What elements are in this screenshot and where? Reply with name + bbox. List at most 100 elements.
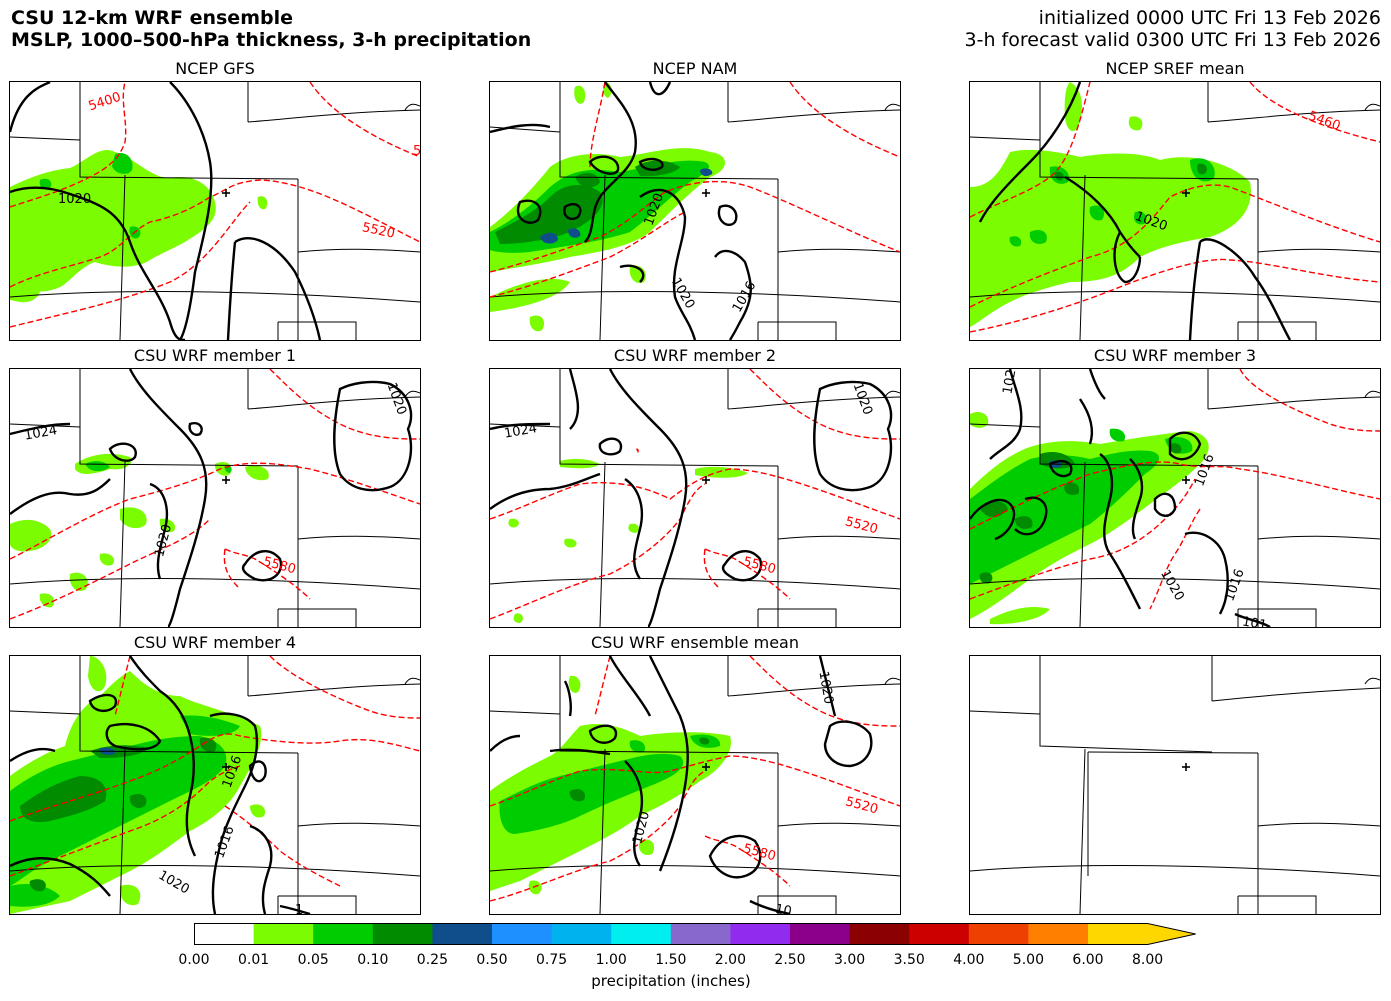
panel-title-ensemble-mean: CSU WRF ensemble mean <box>590 633 799 652</box>
map-panel-sref[interactable]: 1020 5460 <box>969 81 1381 341</box>
station-marker <box>702 763 710 771</box>
station-marker <box>702 189 710 197</box>
colorbar-tick-label: 0.00 <box>178 952 210 968</box>
colorbar-tick-label: 0.50 <box>476 952 508 968</box>
colorbar-segment <box>253 923 314 945</box>
thickness-contours <box>10 82 420 328</box>
panel-title-nam: NCEP NAM <box>652 59 738 78</box>
colorbar-tick-label: 0.05 <box>297 952 329 968</box>
colorbar-segment <box>1028 923 1089 945</box>
colorbar-tick-label: 2.00 <box>714 952 746 968</box>
isobars <box>10 82 322 340</box>
panel-title-member-1: CSU WRF member 1 <box>133 346 297 365</box>
colorbar-segment <box>372 923 433 945</box>
station-marker <box>1182 763 1190 771</box>
colorbar-tick-label: 0.10 <box>357 952 389 968</box>
colorbar-tick-label: 6.00 <box>1072 952 1104 968</box>
isobars <box>970 369 1271 627</box>
thickness-contours <box>10 369 420 620</box>
isobar-label: 1020 <box>668 275 698 311</box>
thickness-label: 5520 <box>844 794 880 817</box>
colorbar-tick-label: 3.50 <box>893 952 925 968</box>
isobars <box>978 82 1292 340</box>
valid-time: 3-h forecast valid 0300 UTC Fri 13 Feb 2… <box>964 29 1381 51</box>
isobars <box>10 369 413 627</box>
colorbar-outline <box>194 923 1196 945</box>
isobars <box>490 656 873 914</box>
thickness-contours <box>490 369 900 620</box>
isobars <box>490 369 893 627</box>
map-panel-member-2[interactable]: 1024 1020 5520 5580 <box>489 368 901 628</box>
panel-title-member-2: CSU WRF member 2 <box>613 346 777 365</box>
isobars <box>10 656 311 914</box>
panel-title-member-4: CSU WRF member 4 <box>133 633 297 652</box>
colorbar-segment <box>492 923 553 945</box>
thickness-label: 5460 <box>1306 109 1342 134</box>
precip-field <box>10 453 269 608</box>
isobar-label: 1016 <box>1222 567 1247 603</box>
init-time: initialized 0000 UTC Fri 13 Feb 2026 <box>1038 7 1381 29</box>
colorbar-segment <box>551 923 612 945</box>
colorbar-tick-label: 1.00 <box>595 952 627 968</box>
map-panel-blank[interactable] <box>969 655 1381 915</box>
precip-field <box>508 448 748 623</box>
isobar-label: 1020 <box>58 192 91 207</box>
state-borders <box>10 656 420 914</box>
isobar-label: 1 <box>295 903 303 914</box>
forecast-time-info: initialized 0000 UTC Fri 13 Feb 2026 3-h… <box>965 7 1381 51</box>
isobar-label: 1016 <box>730 279 760 315</box>
station-marker <box>1182 476 1190 484</box>
isobar-label: 1024 <box>503 421 538 442</box>
colorbar-segment <box>432 923 493 945</box>
colorbar-tick-label: 4.00 <box>953 952 985 968</box>
map-panel-ensemble-mean[interactable]: 1020 1020 10 5520 5580 <box>489 655 901 915</box>
isobar-label: 1020 <box>384 381 409 417</box>
isobar-label: 1020 <box>156 868 192 898</box>
isobar-label: 101 <box>1241 614 1268 627</box>
station-marker <box>702 476 710 484</box>
thickness-contours <box>490 82 900 298</box>
state-borders <box>10 369 420 627</box>
colorbar-segment <box>611 923 672 945</box>
panel-title-gfs: NCEP GFS <box>175 59 255 78</box>
colorbar-segment <box>849 923 910 945</box>
thickness-contours <box>490 656 900 902</box>
state-borders <box>490 656 900 914</box>
station-marker <box>222 476 230 484</box>
colorbar-tick-label: 8.00 <box>1132 952 1164 968</box>
colorbar-segment <box>730 923 791 945</box>
colorbar-tick-label: 3.00 <box>834 952 866 968</box>
isobar-label: 1016 <box>212 824 237 860</box>
state-borders <box>970 656 1380 914</box>
state-borders <box>490 82 900 340</box>
station-marker <box>1182 189 1190 197</box>
isobar-label: 1020 <box>152 523 175 559</box>
isobars <box>490 82 752 340</box>
isobar-label: 1020 <box>815 670 836 705</box>
precip-field <box>10 149 268 303</box>
isobar-label: 1024 <box>23 423 58 444</box>
precip-colorbar <box>194 923 1196 945</box>
thickness-label: 5400 <box>87 90 123 114</box>
thickness-contours <box>970 369 1380 610</box>
figure-title: CSU 12-km WRF ensemble MSLP, 1000–500-hP… <box>11 7 531 51</box>
colorbar-segment <box>670 923 731 945</box>
thickness-label: 5520 <box>843 514 879 537</box>
map-panel-nam[interactable]: 1020 1020 1016 <box>489 81 901 341</box>
colorbar-tick-label: 0.75 <box>536 952 568 968</box>
colorbar-segment <box>909 923 970 945</box>
colorbar-tick-label: 1.50 <box>655 952 687 968</box>
colorbar-segment <box>313 923 374 945</box>
isobar-label: 1020 <box>1157 567 1187 603</box>
colorbar-segment <box>790 923 851 945</box>
state-borders <box>10 82 420 340</box>
map-panel-gfs[interactable]: 1020 5400 5520 5 <box>9 81 421 341</box>
map-panel-member-3[interactable]: 102 1016 1020 1016 101 <box>969 368 1381 628</box>
title-line-2: MSLP, 1000–500-hPa thickness, 3-h precip… <box>11 29 532 51</box>
panel-title-sref: NCEP SREF mean <box>1105 59 1245 78</box>
thickness-label: 5520 <box>361 220 396 242</box>
map-panel-member-1[interactable]: 1024 1020 1020 5580 <box>9 368 421 628</box>
state-borders <box>490 369 900 627</box>
colorbar-segment <box>194 923 255 945</box>
map-panel-member-4[interactable]: 1016 1016 1020 1 <box>9 655 421 915</box>
